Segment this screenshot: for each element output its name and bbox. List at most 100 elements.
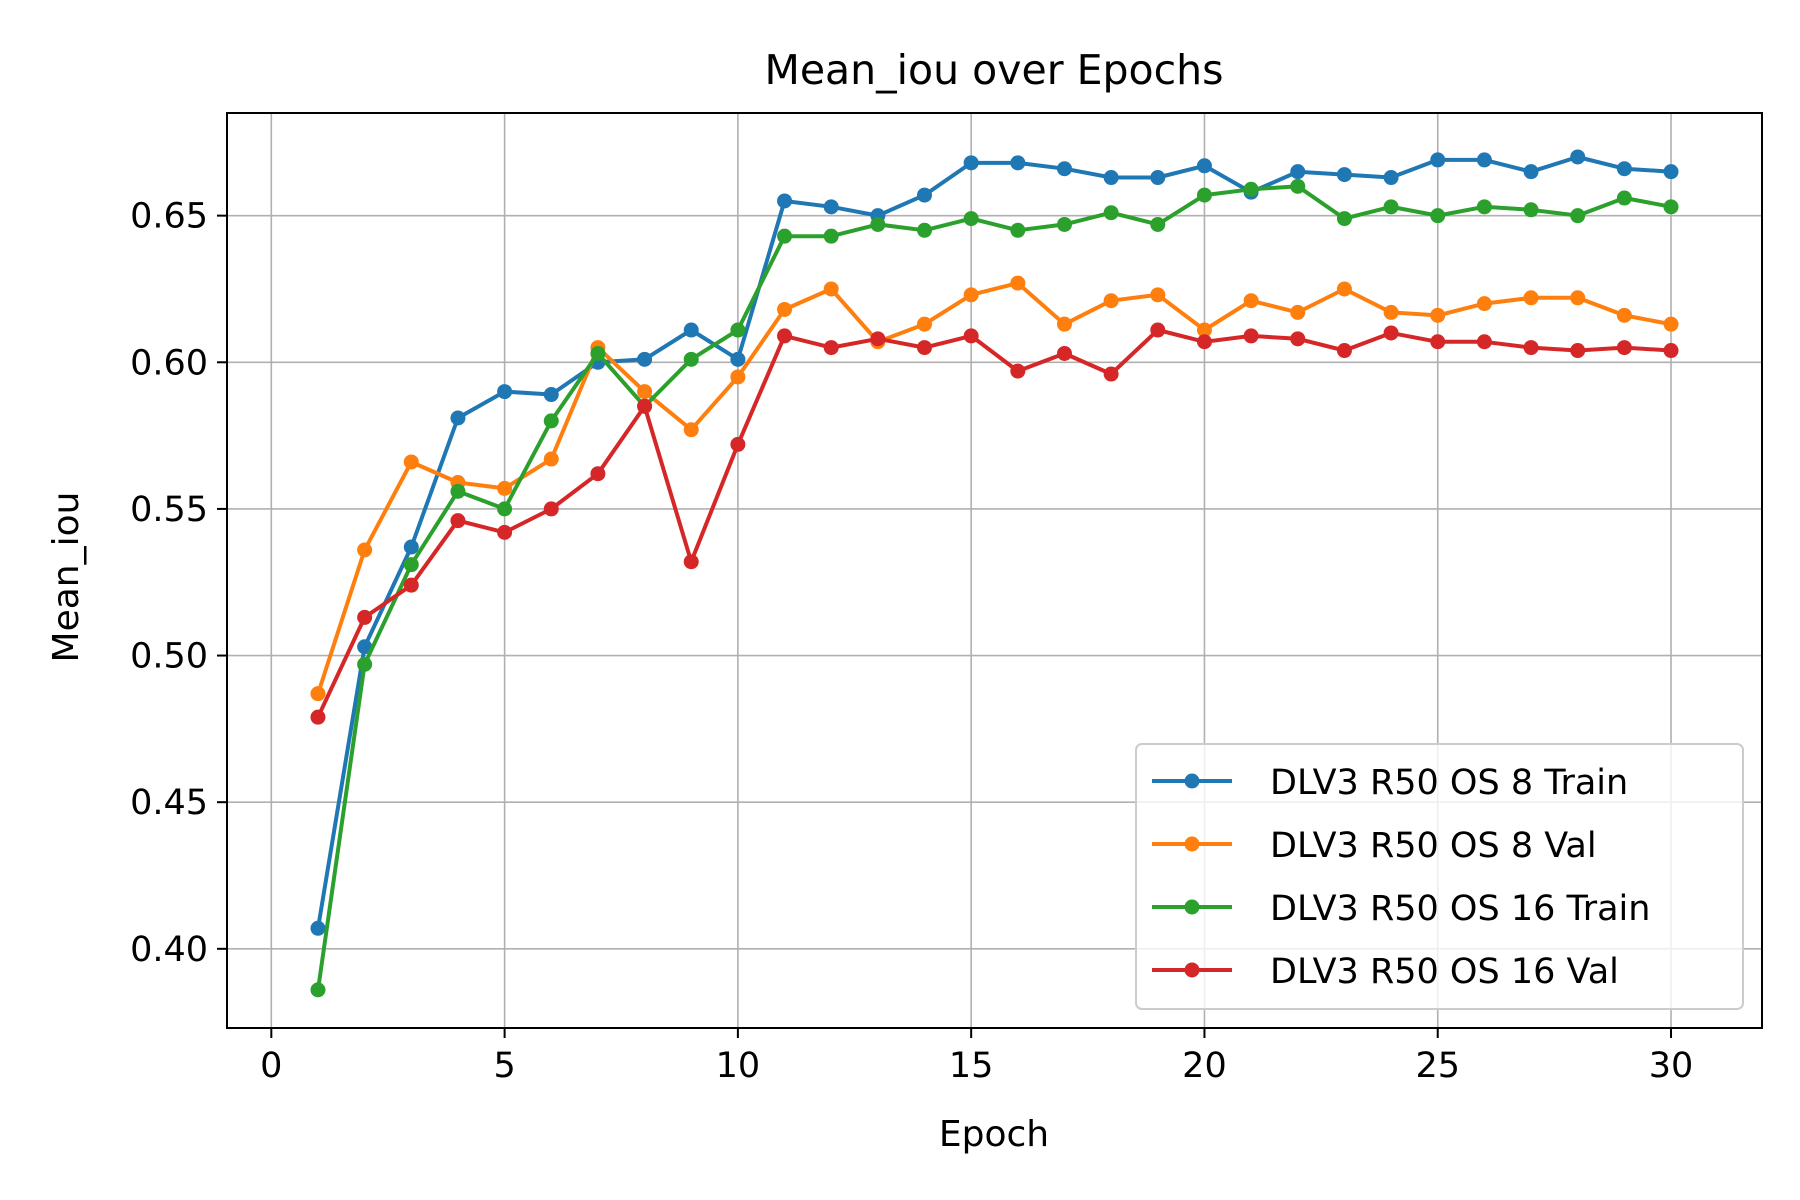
data-point: [1383, 170, 1399, 186]
legend-marker: [1184, 836, 1200, 852]
data-point: [1663, 316, 1679, 332]
data-point: [963, 287, 979, 303]
data-point: [917, 222, 933, 238]
data-point: [1010, 155, 1026, 171]
legend-label: DLV3 R50 OS 16 Train: [1270, 889, 1650, 929]
data-point: [1523, 290, 1539, 306]
data-point: [1383, 304, 1399, 320]
data-point: [1010, 222, 1026, 238]
data-point: [683, 351, 699, 367]
x-tick-label: 30: [1649, 1046, 1694, 1086]
data-point: [917, 187, 933, 203]
data-point: [730, 436, 746, 452]
data-point: [1290, 178, 1306, 194]
data-point: [1196, 322, 1212, 338]
data-point: [497, 501, 513, 517]
series-line: [315, 281, 1674, 697]
data-point: [963, 211, 979, 227]
data-point: [637, 384, 653, 400]
y-tick-label: 0.50: [130, 637, 208, 677]
series-line: [315, 184, 1674, 993]
data-point: [823, 199, 839, 215]
x-tick-label: 10: [716, 1046, 761, 1086]
data-point: [637, 398, 653, 414]
data-point: [1523, 164, 1539, 180]
data-point: [637, 351, 653, 367]
data-point: [1476, 296, 1492, 312]
data-point: [1570, 149, 1586, 165]
data-point: [730, 369, 746, 385]
data-point: [730, 351, 746, 367]
data-point: [1103, 170, 1119, 186]
data-point: [777, 328, 793, 344]
data-point: [403, 557, 419, 573]
x-tick-label: 5: [493, 1046, 515, 1086]
grid: [227, 113, 1762, 1028]
data-point: [1616, 340, 1632, 356]
data-point: [1103, 205, 1119, 221]
data-point: [1336, 211, 1352, 227]
data-point: [543, 413, 559, 429]
data-point: [1336, 281, 1352, 297]
data-point: [823, 228, 839, 244]
data-point: [1383, 325, 1399, 341]
data-point: [777, 193, 793, 209]
series-line: [315, 328, 1674, 720]
x-tick-label: 0: [260, 1046, 282, 1086]
data-point: [310, 982, 326, 998]
data-point: [1290, 164, 1306, 180]
y-axis-label: Mean_iou: [46, 492, 87, 663]
legend: DLV3 R50 OS 8 Train DLV3 R50 OS 8 Val DLV3…: [1135, 743, 1744, 1010]
data-point: [310, 709, 326, 725]
data-point: [1150, 170, 1166, 186]
data-point: [683, 322, 699, 338]
y-tick-label: 0.55: [130, 490, 208, 530]
y-tick-label: 0.45: [130, 783, 208, 823]
data-point: [823, 281, 839, 297]
data-point: [1616, 190, 1632, 206]
data-point: [777, 301, 793, 317]
y-tick-label: 0.65: [130, 197, 208, 237]
data-point: [1010, 363, 1026, 379]
data-point: [1243, 328, 1259, 344]
data-point: [1430, 208, 1446, 224]
x-axis-label: Epoch: [939, 1114, 1049, 1155]
legend-marker: [1184, 899, 1200, 915]
data-point: [1663, 199, 1679, 215]
data-point: [357, 609, 373, 625]
data-point: [1336, 167, 1352, 183]
data-point: [1663, 343, 1679, 359]
data-point: [917, 316, 933, 332]
data-point: [963, 328, 979, 344]
data-point: [357, 656, 373, 672]
data-point: [1150, 216, 1166, 232]
data-point: [1476, 199, 1492, 215]
data-point: [963, 155, 979, 171]
data-point: [497, 384, 513, 400]
data-point: [1430, 307, 1446, 323]
data-point: [1196, 334, 1212, 350]
chart-title: Mean_iou over Epochs: [764, 46, 1223, 94]
data-point: [543, 501, 559, 517]
data-point: [1056, 316, 1072, 332]
data-point: [1196, 187, 1212, 203]
legend-label: DLV3 R50 OS 8 Val: [1270, 826, 1597, 866]
data-point: [497, 524, 513, 540]
data-point: [403, 539, 419, 555]
data-point: [450, 410, 466, 426]
data-point: [1103, 366, 1119, 382]
data-point: [1290, 304, 1306, 320]
data-point: [543, 387, 559, 403]
data-point: [1570, 290, 1586, 306]
data-point: [1570, 208, 1586, 224]
legend-marker: [1184, 962, 1200, 978]
data-point: [1430, 152, 1446, 168]
data-point: [1243, 181, 1259, 197]
data-point: [590, 466, 606, 482]
data-point: [450, 483, 466, 499]
data-point: [1616, 307, 1632, 323]
data-point: [683, 554, 699, 570]
data-point: [1476, 334, 1492, 350]
data-point: [403, 577, 419, 593]
